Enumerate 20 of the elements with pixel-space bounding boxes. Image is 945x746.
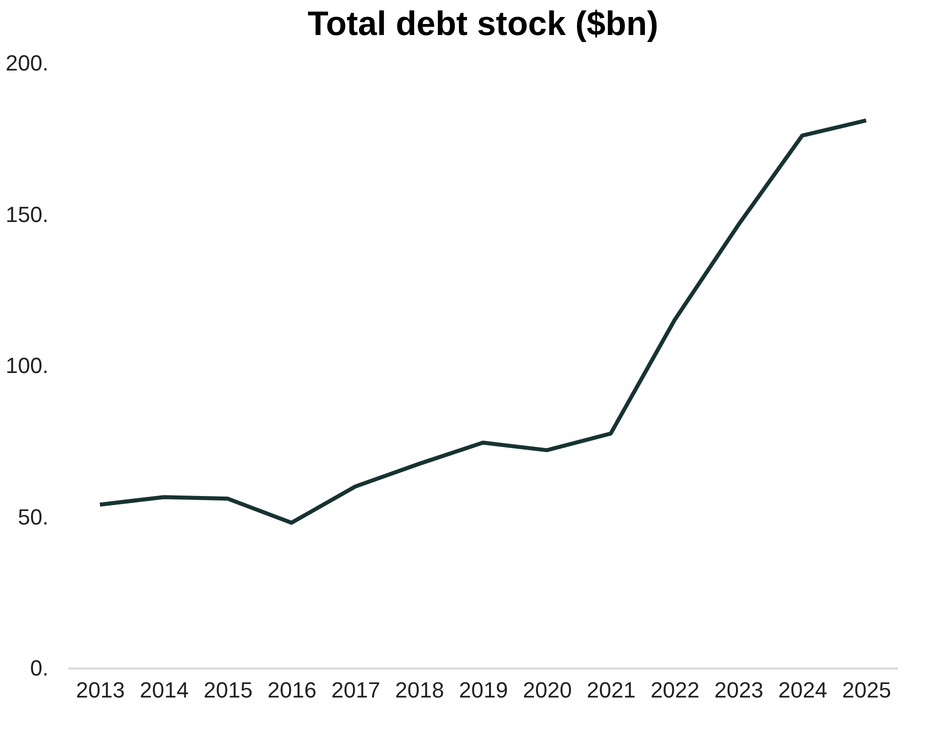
x-tick-label: 2019 [459,678,508,702]
y-tick-label: 200. [6,50,48,76]
x-tick-label: 2021 [586,678,636,702]
x-tick-label: 2020 [522,678,572,702]
line-series [98,118,868,525]
x-tick-label: 2018 [395,678,444,702]
x-tick-label: 2013 [76,678,125,702]
x-tick-label: 2017 [331,678,380,702]
x-tick-label: 2015 [204,678,253,702]
x-tick-label: 2016 [267,678,316,702]
y-tick-label: 50. [18,504,48,530]
y-tick-label: 0. [30,656,48,680]
x-tick-label: 2025 [842,678,892,702]
y-tick-label: 100. [6,353,48,378]
chart-title: Total debt stock ($bn) [308,5,658,43]
y-tick-label: 150. [6,202,48,227]
x-tick-label: 2022 [650,678,700,702]
x-tick-label: 2023 [714,678,764,702]
x-tick-label: 2014 [140,678,189,702]
x-tick-label: 2024 [778,678,828,702]
